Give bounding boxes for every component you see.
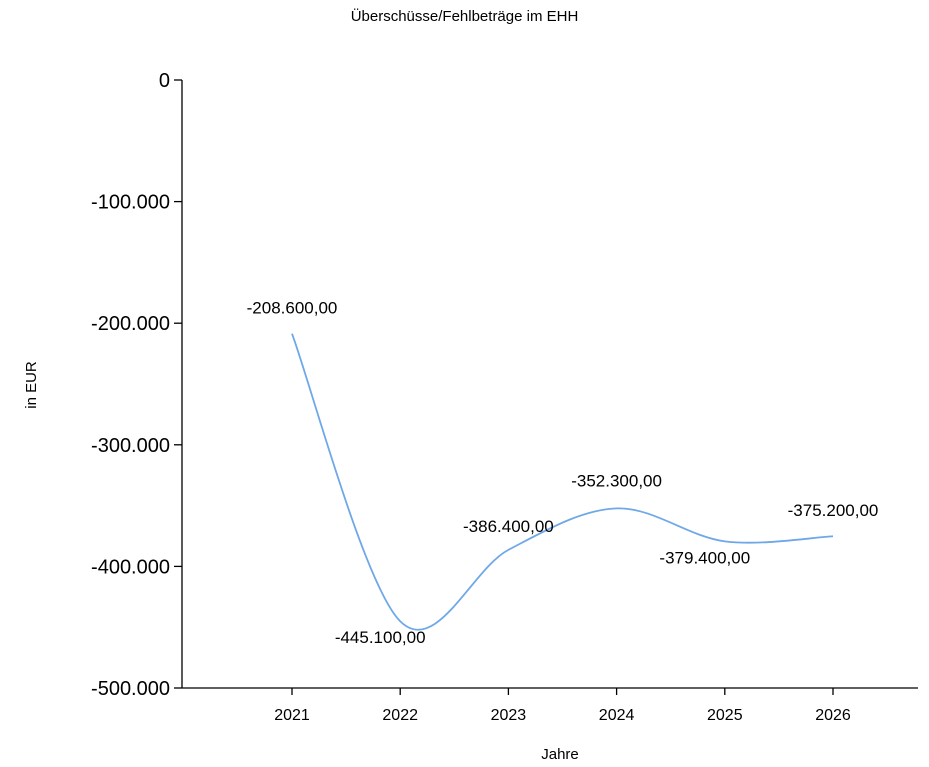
y-tick-label: -400.000 <box>91 556 170 578</box>
y-ticks: 0 -100.000 -200.000 -300.000 -400.000 -500.00… <box>91 70 182 700</box>
x-tick-label: 2022 <box>382 707 418 724</box>
series-group <box>291 333 834 631</box>
y-tick-label: -500.000 <box>91 678 170 700</box>
data-labels: -208.600,00 -445.100,00 -386.400,00 -352.30… <box>247 299 879 648</box>
data-label: -375.200,00 <box>788 501 879 520</box>
axes <box>181 80 918 689</box>
data-label: -379.400,00 <box>659 548 750 567</box>
x-tick-label: 2023 <box>491 707 527 724</box>
y-tick-label: -100.000 <box>91 192 170 214</box>
y-tick-label: -300.000 <box>91 435 170 457</box>
x-tick-label: 2025 <box>707 707 743 724</box>
x-tick-label: 2026 <box>815 707 851 724</box>
y-axis-title: in EUR <box>23 361 40 409</box>
x-ticks: 2021 2022 2023 2024 2025 2026 <box>274 688 851 724</box>
x-tick-label: 2024 <box>599 707 635 724</box>
data-label: -445.100,00 <box>335 628 426 647</box>
data-label: -352.300,00 <box>571 471 662 490</box>
x-tick-label: 2021 <box>274 707 310 724</box>
series-line <box>291 333 834 631</box>
y-tick-label: -200.000 <box>91 313 170 335</box>
data-label: -386.400,00 <box>463 517 554 536</box>
y-tick-label: 0 <box>159 70 170 92</box>
x-axis-title: Jahre <box>541 746 579 763</box>
chart-title: Überschüsse/Fehlbeträge im EHH <box>350 8 579 25</box>
data-label: -208.600,00 <box>247 299 338 318</box>
